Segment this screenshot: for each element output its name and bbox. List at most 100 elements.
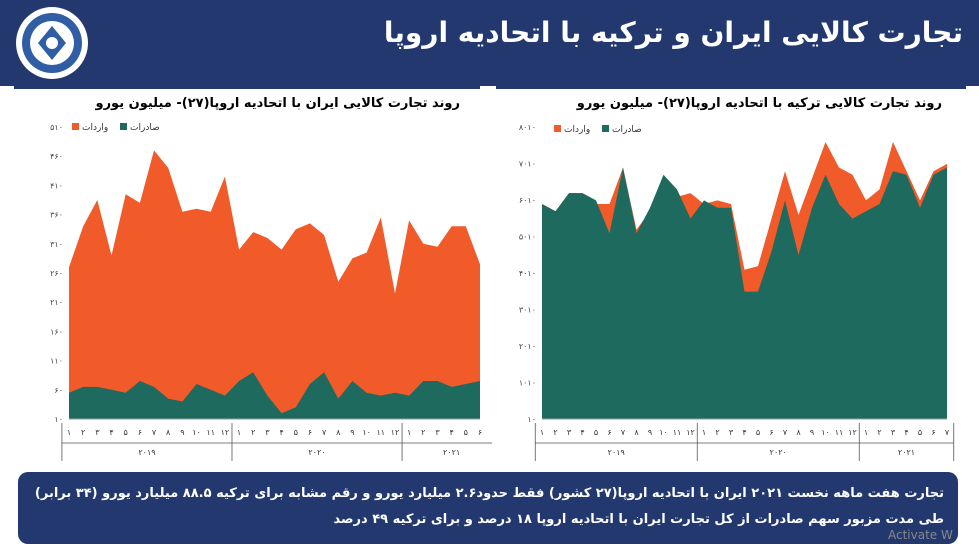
x-month-label: ۱ bbox=[237, 428, 241, 437]
y-tick-label: ۳۱۰ bbox=[50, 240, 63, 249]
x-month-label: ۷ bbox=[783, 428, 788, 437]
iran-eu-trade-chart: روند تجارت کالایی ایران با اتحادیه اروپا… bbox=[14, 90, 492, 462]
title-bar: تجارت کالایی ایران و ترکیه با اتحادیه ار… bbox=[0, 0, 979, 86]
x-month-label: ۳ bbox=[265, 428, 270, 437]
legend-swatch bbox=[120, 123, 127, 130]
y-tick-label: ۱۰ bbox=[54, 415, 63, 424]
left-divider bbox=[14, 86, 480, 89]
chart-title: روند تجارت کالایی ایران با اتحادیه اروپا… bbox=[95, 96, 460, 111]
y-tick-label: ۶۰ bbox=[54, 386, 63, 395]
x-month-label: ۱۱ bbox=[206, 428, 215, 437]
y-tick-label: ۴۱۰ bbox=[50, 181, 63, 190]
x-month-label: ۹ bbox=[180, 428, 184, 437]
x-month-label: ۱۰ bbox=[821, 428, 830, 437]
x-month-label: ۲ bbox=[421, 428, 425, 437]
legend-swatch bbox=[602, 125, 609, 132]
x-month-label: ۳ bbox=[95, 428, 100, 437]
x-month-label: ۸ bbox=[336, 428, 341, 437]
legend-label: واردات bbox=[564, 125, 590, 135]
x-month-label: ۶ bbox=[138, 428, 142, 437]
chart-title: روند تجارت کالایی ترکیه با اتحادیه اروپا… bbox=[576, 96, 942, 111]
exports-area bbox=[542, 167, 947, 419]
exports-area bbox=[69, 372, 480, 419]
y-tick-label: ۶۰۱۰ bbox=[519, 196, 536, 205]
legend-label: صادرات bbox=[130, 123, 160, 133]
x-month-label: ۵ bbox=[594, 428, 598, 437]
x-month-label: ۶ bbox=[607, 428, 611, 437]
x-month-label: ۱۲ bbox=[686, 428, 695, 437]
x-month-label: ۱۰ bbox=[192, 428, 201, 437]
x-month-label: ۱ bbox=[864, 428, 868, 437]
x-month-label: ۱۲ bbox=[391, 428, 400, 437]
x-month-label: ۱۱ bbox=[835, 428, 844, 437]
x-month-label: ۱۱ bbox=[376, 428, 385, 437]
notes-box: تجارت هفت ماهه نخست ۲۰۲۱ ایران با اتحادی… bbox=[18, 472, 958, 544]
x-month-label: ۸ bbox=[796, 428, 801, 437]
y-tick-label: ۷۰۱۰ bbox=[519, 160, 536, 169]
x-year-label: ۲۰۱۹ bbox=[138, 448, 155, 457]
x-month-label: ۲ bbox=[715, 428, 719, 437]
x-month-label: ۱۰ bbox=[362, 428, 371, 437]
x-month-label: ۴ bbox=[904, 428, 908, 437]
y-tick-label: ۴۰۱۰ bbox=[519, 269, 536, 278]
x-year-label: ۲۰۱۹ bbox=[608, 448, 625, 457]
x-year-label: ۲۰۲۱ bbox=[443, 448, 460, 457]
legend-swatch bbox=[554, 125, 561, 132]
x-month-label: ۸ bbox=[166, 428, 171, 437]
x-month-label: ۵ bbox=[756, 428, 760, 437]
x-month-label: ۲ bbox=[251, 428, 255, 437]
y-tick-label: ۲۶۰ bbox=[50, 269, 63, 278]
x-month-label: ۹ bbox=[648, 428, 652, 437]
x-year-label: ۲۰۲۱ bbox=[898, 448, 915, 457]
x-month-label: ۵ bbox=[124, 428, 128, 437]
activation-watermark: Activate W bbox=[888, 528, 953, 542]
y-tick-label: ۱۰۱۰ bbox=[519, 379, 536, 388]
x-month-label: ۷ bbox=[152, 428, 157, 437]
x-month-label: ۲ bbox=[877, 428, 881, 437]
imports-area bbox=[69, 150, 480, 419]
y-tick-label: ۵۰۱۰ bbox=[519, 233, 536, 242]
x-month-label: ۷ bbox=[945, 428, 950, 437]
page-title: تجارت کالایی ایران و ترکیه با اتحادیه ار… bbox=[383, 16, 963, 49]
y-tick-label: ۲۱۰ bbox=[50, 298, 63, 307]
x-month-label: ۶ bbox=[308, 428, 312, 437]
x-month-label: ۳ bbox=[567, 428, 572, 437]
x-month-label: ۴ bbox=[580, 428, 584, 437]
x-month-label: ۱ bbox=[702, 428, 706, 437]
x-month-label: ۱ bbox=[540, 428, 544, 437]
x-month-label: ۵ bbox=[294, 428, 298, 437]
x-month-label: ۳ bbox=[435, 428, 440, 437]
y-tick-label: ۴۶۰ bbox=[50, 152, 63, 161]
x-month-label: ۱۲ bbox=[848, 428, 857, 437]
x-month-label: ۱ bbox=[67, 428, 71, 437]
x-month-label: ۵ bbox=[464, 428, 468, 437]
y-tick-label: ۱۰ bbox=[527, 415, 536, 424]
logo bbox=[16, 7, 88, 79]
legend-swatch bbox=[72, 123, 79, 130]
x-month-label: ۱۲ bbox=[221, 428, 230, 437]
x-month-label: ۵ bbox=[918, 428, 922, 437]
note-1: تجارت هفت ماهه نخست ۲۰۲۱ ایران با اتحادی… bbox=[34, 486, 944, 501]
x-month-label: ۴ bbox=[742, 428, 746, 437]
legend-label: واردات bbox=[82, 123, 108, 133]
y-tick-label: ۸۰۱۰ bbox=[519, 123, 536, 132]
legend-label: صادرات bbox=[612, 125, 642, 135]
y-tick-label: ۱۱۰ bbox=[50, 357, 63, 366]
x-month-label: ۶ bbox=[931, 428, 935, 437]
x-month-label: ۲ bbox=[81, 428, 85, 437]
x-month-label: ۶ bbox=[769, 428, 773, 437]
x-month-label: ۴ bbox=[450, 428, 454, 437]
x-month-label: ۲ bbox=[553, 428, 557, 437]
x-month-label: ۸ bbox=[634, 428, 639, 437]
y-tick-label: ۲۰۱۰ bbox=[519, 342, 536, 351]
x-month-label: ۹ bbox=[350, 428, 354, 437]
x-month-label: ۴ bbox=[109, 428, 113, 437]
x-month-label: ۷ bbox=[621, 428, 626, 437]
x-month-label: ۷ bbox=[322, 428, 327, 437]
y-tick-label: ۳۶۰ bbox=[50, 211, 63, 220]
x-month-label: ۱۱ bbox=[673, 428, 682, 437]
note-2: طی مدت مزبور سهم صادرات از کل تجارت ایرا… bbox=[333, 512, 944, 527]
x-month-label: ۴ bbox=[279, 428, 283, 437]
